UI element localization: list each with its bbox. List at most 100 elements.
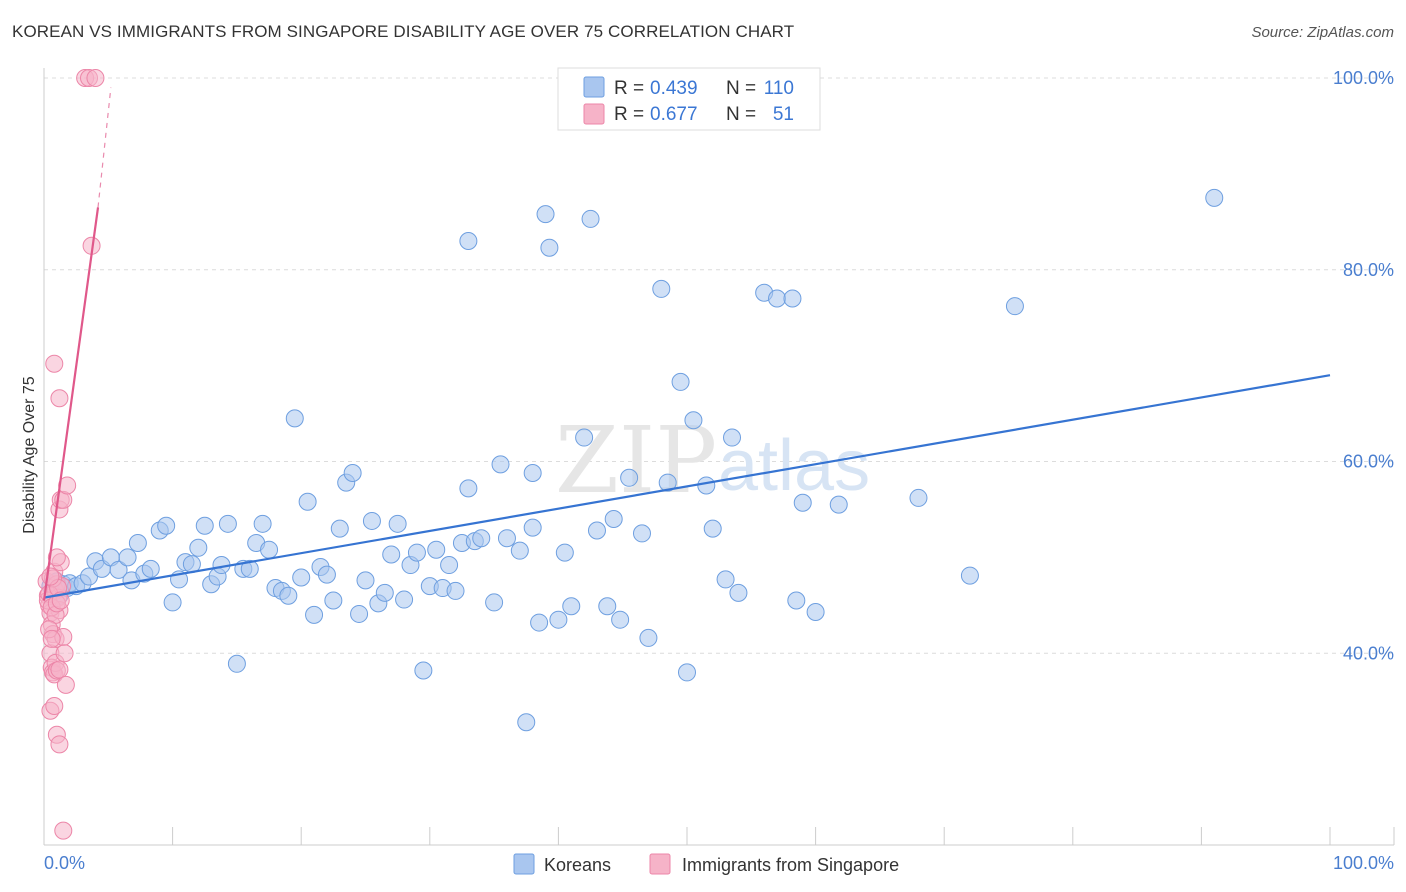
legend-swatch-koreans (583, 76, 605, 98)
point-s0-21 (163, 593, 182, 612)
point-s0-52 (362, 511, 381, 530)
point-s0-84 (587, 521, 606, 540)
point-s0-74 (517, 713, 536, 732)
watermark-atlas: atlas (718, 426, 870, 506)
point-s0-95 (684, 411, 703, 430)
point-s0-41 (292, 568, 311, 587)
point-s0-102 (768, 289, 787, 308)
point-s0-73 (510, 541, 529, 560)
point-s0-82 (575, 428, 594, 447)
point-s0-109 (960, 566, 979, 585)
point-s0-75 (523, 518, 542, 537)
trendlines (42, 87, 1331, 601)
point-s0-42 (298, 492, 317, 511)
point-s0-98 (716, 570, 735, 589)
y-axis-label: Disability Age Over 75 (21, 376, 38, 534)
point-s0-14 (118, 548, 137, 567)
point-s0-56 (388, 514, 407, 533)
point-s0-59 (407, 543, 426, 562)
legend-n-label-singapore: N = (726, 104, 761, 125)
point-s1-33 (45, 354, 64, 373)
point-s0-51 (356, 571, 375, 590)
point-s0-71 (491, 455, 510, 474)
point-s0-105 (793, 493, 812, 512)
point-s0-45 (317, 565, 336, 584)
point-s0-79 (549, 610, 568, 629)
legend-n-label-koreans: N = (726, 78, 761, 99)
point-s0-107 (829, 495, 848, 514)
trendline-series-0 (43, 374, 1331, 599)
point-s0-70 (485, 593, 504, 612)
point-s1-28 (47, 548, 66, 567)
point-s0-72 (497, 529, 516, 548)
y-tick-label-0: 40.0% (1343, 643, 1394, 663)
point-s0-100 (729, 583, 748, 602)
point-s0-18 (141, 559, 160, 578)
point-s0-91 (652, 279, 671, 298)
point-s0-76 (530, 613, 549, 632)
y-tick-labels: 40.0% 60.0% 80.0% 100.0% (1333, 68, 1394, 663)
point-s0-64 (440, 556, 459, 575)
legend-n-value-koreans: 110 (764, 78, 794, 99)
point-s1-21 (45, 696, 64, 715)
point-s1-50 (41, 567, 60, 586)
point-s1-19 (50, 660, 69, 679)
point-s0-106 (806, 603, 825, 622)
point-s0-69 (472, 529, 491, 548)
point-s0-99 (723, 428, 742, 447)
point-s0-92 (658, 473, 677, 492)
point-s0-97 (703, 519, 722, 538)
legend-r-value-singapore: 0.677 (650, 104, 698, 125)
point-s0-77 (536, 205, 555, 224)
point-s0-96 (697, 476, 716, 495)
x-tick-label-0: 0.0% (44, 853, 85, 873)
point-s0-80 (555, 543, 574, 562)
point-s0-60 (414, 661, 433, 680)
series-points (37, 69, 1224, 840)
point-s0-54 (375, 583, 394, 602)
trendline-extension-series-1 (97, 87, 112, 208)
chart-title: KOREAN VS IMMIGRANTS FROM SINGAPORE DISA… (12, 22, 795, 41)
point-s0-43 (305, 605, 324, 624)
point-s0-81 (562, 597, 581, 616)
point-s0-31 (227, 654, 246, 673)
point-s0-33 (240, 559, 259, 578)
y-tick-label-2: 80.0% (1343, 260, 1394, 280)
point-s0-39 (279, 586, 298, 605)
legend-swatch-singapore (583, 103, 605, 125)
point-s1-26 (55, 644, 74, 663)
point-s0-93 (671, 372, 690, 391)
point-s0-20 (157, 516, 176, 535)
point-s0-110 (1005, 297, 1024, 316)
bottom-legend: Koreans Immigrants from Singapore (513, 853, 899, 875)
point-s0-78 (540, 238, 559, 257)
point-s0-16 (128, 533, 147, 552)
series-0-points (41, 188, 1224, 732)
point-s1-32 (58, 476, 77, 495)
series-1-points (37, 69, 105, 840)
bottom-legend-label-koreans: Koreans (544, 855, 611, 875)
point-s0-94 (678, 663, 696, 682)
point-s1-34 (50, 389, 69, 408)
point-s0-50 (350, 604, 369, 623)
legend-r-label-koreans: R = (614, 78, 649, 99)
point-s0-47 (330, 519, 349, 538)
watermark: ZIP atlas (555, 407, 870, 514)
x-tick-label-1: 100.0% (1333, 853, 1394, 873)
point-s0-13 (109, 560, 128, 579)
point-s0-88 (620, 468, 639, 487)
chart-source: Source: ZipAtlas.com (1251, 24, 1394, 41)
point-s0-113 (459, 231, 478, 250)
point-s0-89 (632, 524, 651, 543)
point-s0-36 (260, 540, 279, 559)
point-s0-30 (218, 514, 237, 533)
legend-r-label-singapore: R = (614, 104, 649, 125)
point-s0-104 (787, 591, 806, 610)
legend-box: R = 0.439 N = 110 R = 0.677 N = 51 (557, 67, 821, 131)
x-tick-labels: 0.0% 100.0% (44, 853, 1394, 873)
legend-n-value-singapore: 51 (773, 104, 794, 125)
point-s1-38 (86, 69, 105, 87)
point-s0-40 (285, 409, 304, 428)
point-s1-39 (54, 821, 73, 840)
